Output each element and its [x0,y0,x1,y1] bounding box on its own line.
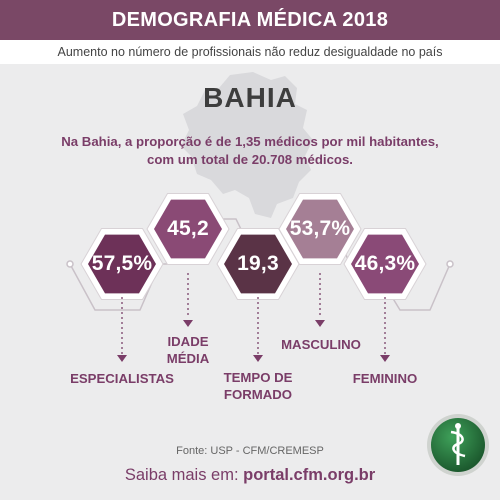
stat-male-value: 53,7% [289,217,351,240]
arrow-male [315,320,325,327]
stat-age-value: 45,2 [167,217,209,240]
cfm-logo-icon [427,414,489,476]
hex-specialists [88,234,156,294]
caption-graduation-line-2: FORMADO [223,387,293,402]
stat-female-value: 46,3% [354,252,416,275]
caption-specialists-line-1: ESPECIALISTAS [70,371,174,386]
caption-graduation: TEMPO DE FORMADO [205,369,311,403]
intro-text: Na Bahia, a proporção é de 1,35 médicos … [0,133,500,169]
caption-age-line-1: IDADE [167,334,209,349]
hex-age [154,199,222,259]
header-subtitle: Aumento no número de profissionais não r… [0,40,500,64]
caption-male-line-1: MASCULINO [281,337,361,352]
caption-age: IDADE MÉDIA [138,333,238,367]
arrow-specialists [117,355,127,362]
caption-specialists: ESPECIALISTAS [62,370,182,387]
state-map-silhouette [181,72,313,218]
state-name: BAHIA [203,82,297,113]
stat-graduation-value: 19,3 [237,252,279,275]
caption-age-line-2: MÉDIA [166,351,210,366]
stat-specialists-value: 57,5% [91,252,153,275]
hex-male [286,199,354,259]
stats-graphic: 57,5% 45,2 19,3 53,7% 46,3% [0,185,500,395]
learn-more: Saiba mais em: portal.cfm.org.br [0,466,500,485]
stats-svg [66,193,454,362]
hex-graduation [224,234,292,294]
caption-female: FEMININO [340,370,430,387]
learn-more-prefix: Saiba mais em: [124,466,244,484]
caption-graduation-line-1: TEMPO DE [223,370,293,385]
learn-more-link[interactable]: portal.cfm.org.br [243,466,376,484]
hex-female [351,234,419,294]
source-note: Fonte: USP - CFM/CREMESP [176,445,324,457]
arrow-age [183,320,193,327]
caption-male: MASCULINO [273,336,369,353]
intro-line-1: Na Bahia, a proporção é de 1,35 médicos … [61,134,439,149]
connector-dot-right [446,260,454,268]
header-title: DEMOGRAFIA MÉDICA 2018 [0,0,500,40]
arrow-female [380,355,390,362]
caption-female-line-1: FEMININO [352,371,418,386]
arrow-graduation [253,355,263,362]
connector-dot-left [66,260,74,268]
intro-line-2: com um total de 20.708 médicos. [147,152,353,167]
